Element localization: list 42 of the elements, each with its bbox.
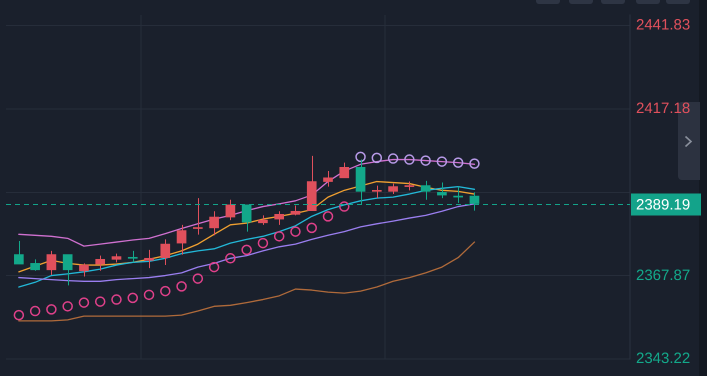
point (420, 155, 431, 166)
point (14, 310, 24, 320)
point (258, 238, 268, 248)
candlestick (274, 210, 284, 226)
candlestick (14, 240, 24, 265)
candlestick (437, 182, 447, 199)
point (128, 292, 138, 304)
y-tick-label: 2441.83 (636, 16, 690, 34)
point (290, 226, 301, 237)
point (452, 157, 464, 168)
ref-line-label: 2389.19 (636, 196, 690, 214)
point (322, 211, 334, 222)
point (144, 290, 154, 300)
point (111, 294, 122, 305)
point (192, 273, 204, 284)
candlestick (193, 198, 203, 236)
candlestick (79, 262, 89, 278)
point (388, 153, 398, 164)
point (469, 158, 480, 169)
y-tick-label: 2343.22 (636, 350, 690, 368)
point (339, 201, 350, 212)
candlestick (95, 255, 106, 272)
point (94, 296, 106, 307)
point (208, 262, 220, 272)
y-tick-label: 2417.18 (636, 100, 690, 118)
point (306, 222, 317, 234)
point (160, 286, 171, 296)
point (436, 156, 448, 167)
point (372, 152, 382, 164)
point (78, 297, 90, 308)
candlestick (176, 224, 186, 256)
y-tick-label: 2367.87 (636, 266, 690, 284)
point (176, 281, 187, 292)
point (62, 301, 73, 312)
point (274, 231, 284, 242)
point (225, 253, 236, 264)
point (30, 306, 40, 316)
point (404, 154, 415, 165)
point (46, 304, 57, 315)
point (355, 152, 366, 162)
candlestick (323, 170, 333, 188)
point (241, 244, 252, 256)
